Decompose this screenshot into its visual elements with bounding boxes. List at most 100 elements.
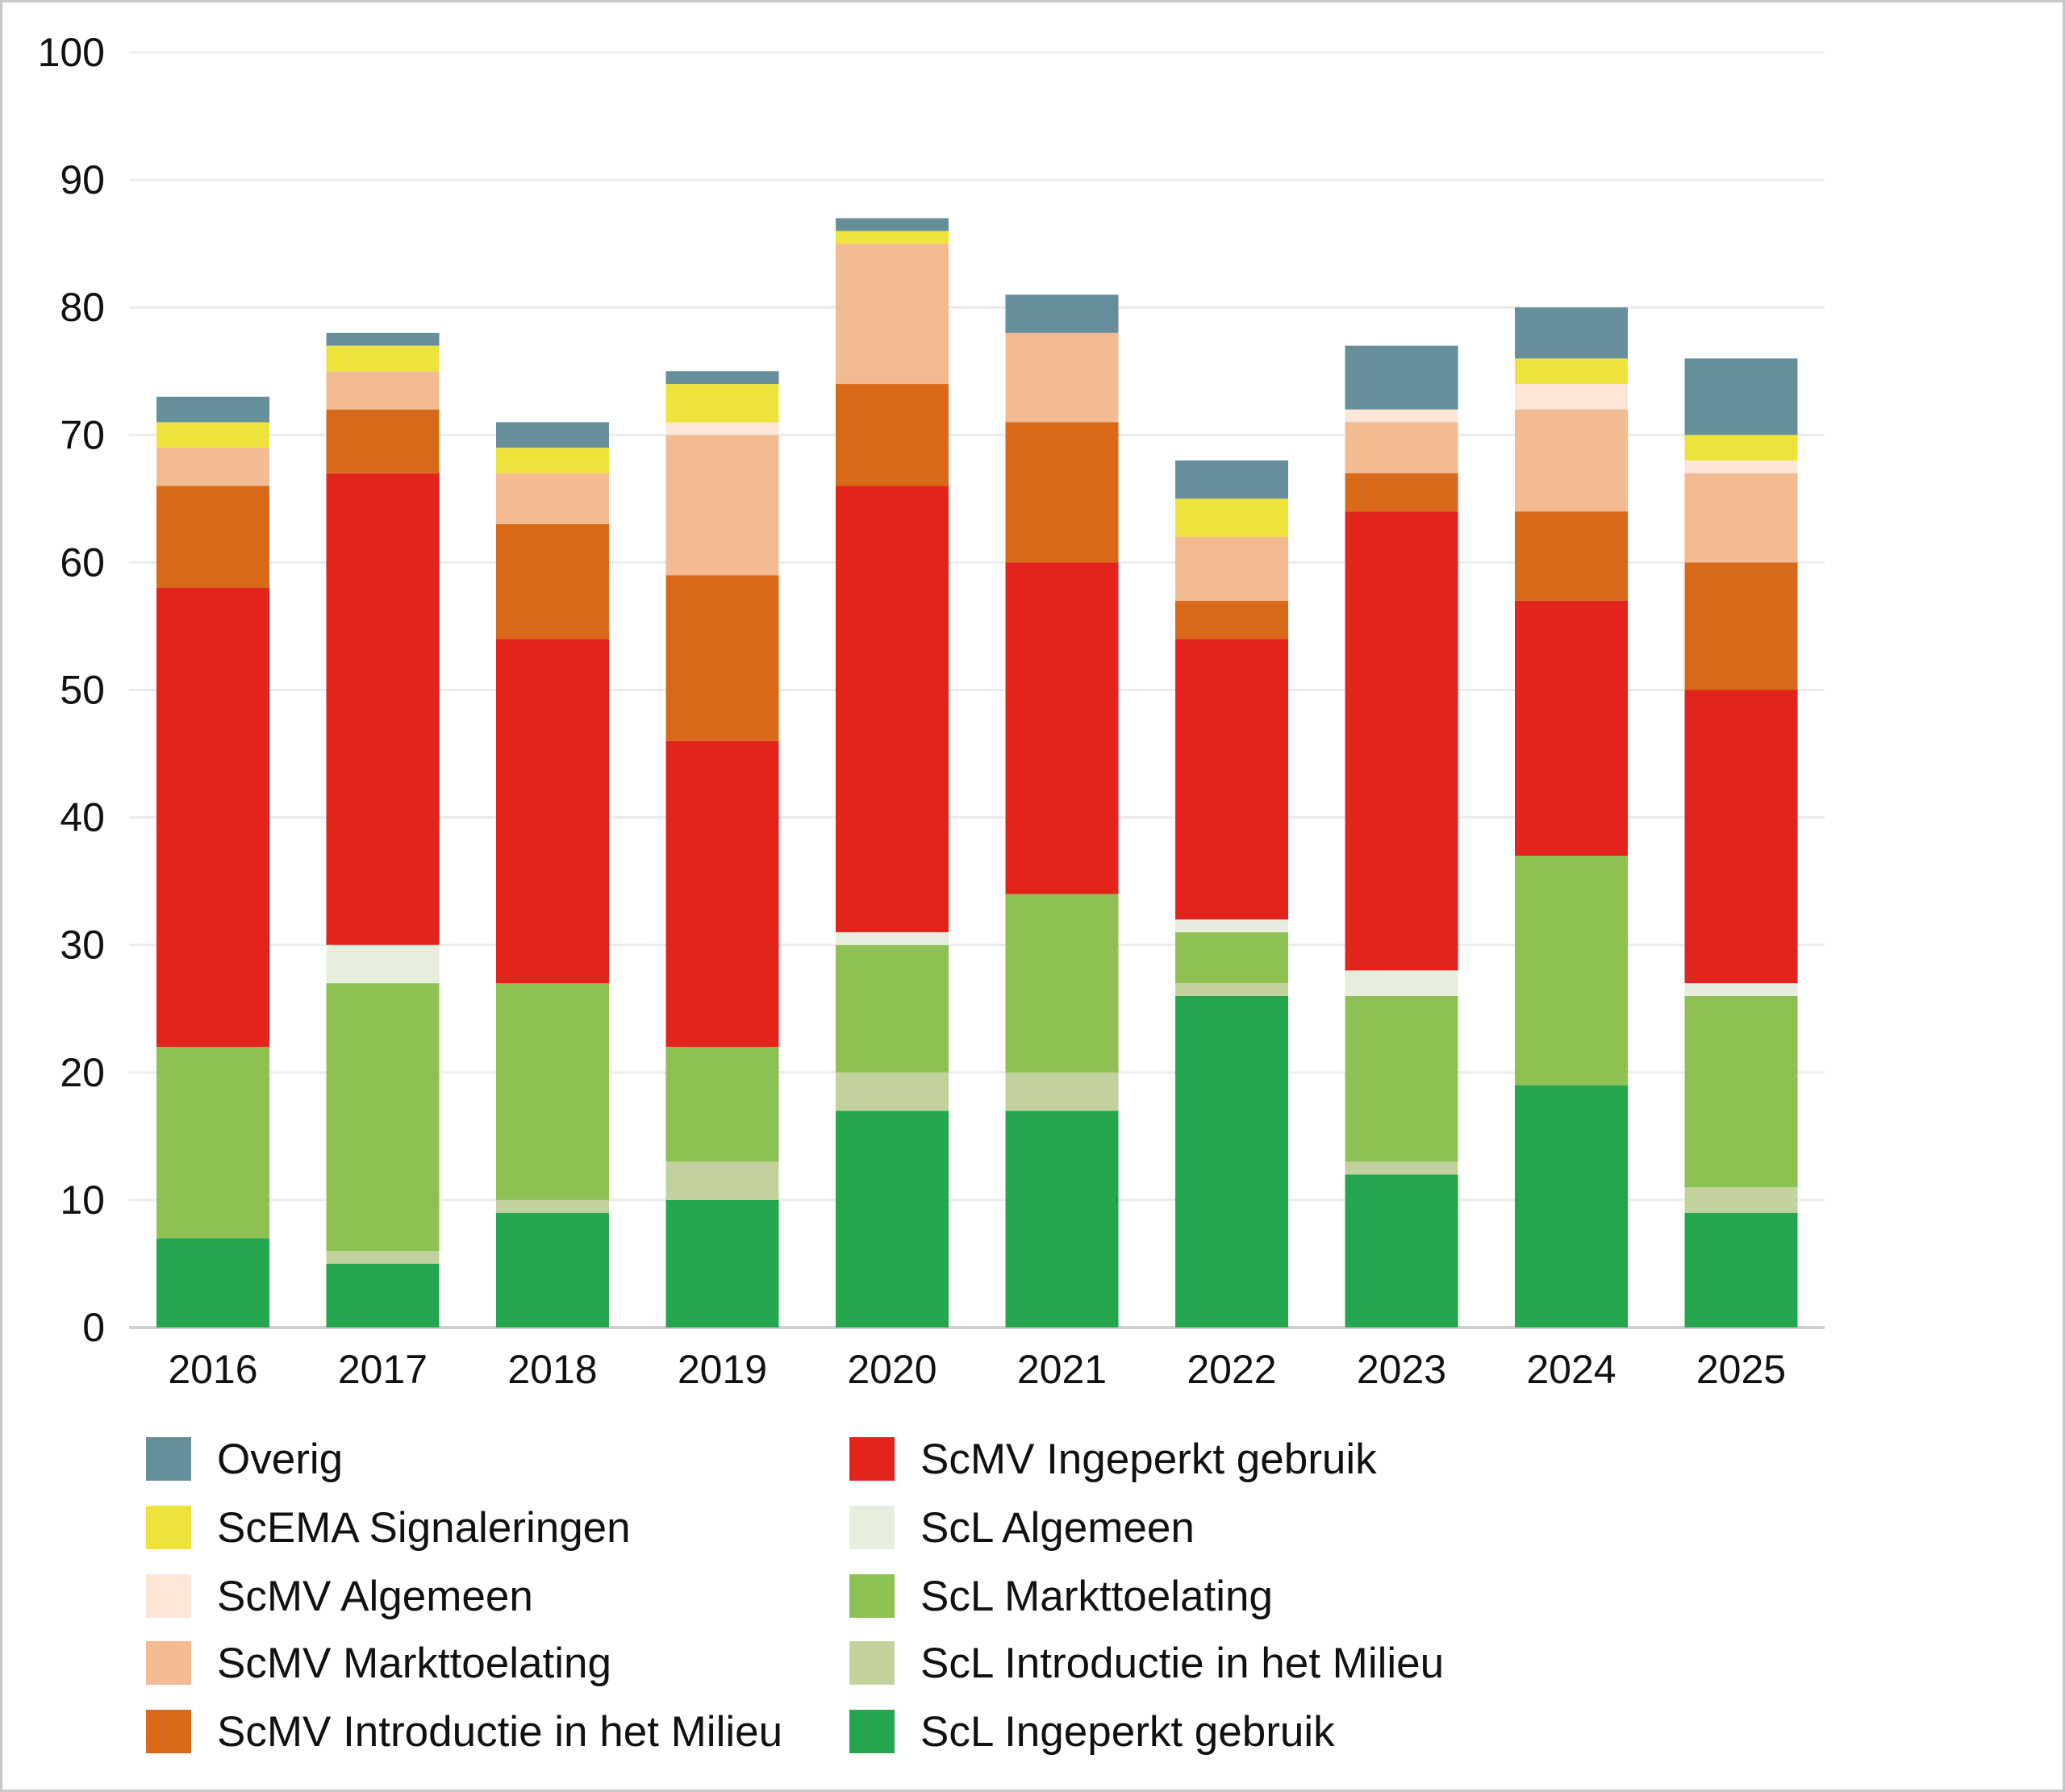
legend-item: ScMV Algemeen [146, 1572, 533, 1620]
legend-swatch [849, 1437, 895, 1481]
bar-segment [1345, 1174, 1458, 1327]
bar-segment [836, 231, 949, 244]
bar-segment [496, 639, 609, 984]
bar-segment [326, 983, 440, 1252]
bar-segment [665, 435, 779, 576]
bar-segment [496, 473, 609, 524]
bar-segment [836, 1072, 949, 1111]
legend-swatch [849, 1574, 895, 1618]
x-tick-label: 2018 [507, 1347, 597, 1392]
bar-segment [326, 345, 440, 372]
legend-swatch [849, 1641, 895, 1685]
legend-label: ScL Ingeperkt gebruik [920, 1707, 1335, 1756]
bar-segment [665, 740, 779, 1048]
bar-segment [1515, 384, 1628, 410]
y-tick-label: 80 [60, 285, 105, 330]
bar-segment [665, 371, 779, 385]
bar-segment [156, 588, 269, 1048]
bar-segment [665, 384, 779, 423]
bar-segment [665, 575, 779, 741]
bar-segment [836, 944, 949, 1073]
bar-segment [156, 1047, 269, 1239]
bar-segment [1175, 931, 1288, 984]
bar-segment [326, 409, 440, 473]
legend-label: ScEMA Signaleringen [217, 1503, 631, 1552]
y-tick-label: 90 [60, 157, 105, 202]
bar-segment [156, 422, 269, 448]
bar-segment [496, 983, 609, 1200]
bar-segment [1175, 995, 1288, 1327]
legend-item: ScL Introductie in het Milieu [849, 1639, 1444, 1687]
bar-segment [836, 218, 949, 231]
bar-segment [496, 1199, 609, 1213]
legend-swatch [146, 1641, 191, 1685]
legend-label: ScMV Ingeperkt gebruik [920, 1435, 1377, 1483]
bar-segment [1005, 332, 1119, 423]
bar-segment [665, 1047, 779, 1162]
bar-segment [1175, 919, 1288, 932]
legend-swatch [849, 1506, 895, 1549]
bar-segment [1515, 856, 1628, 1086]
legend-label: Overig [217, 1435, 344, 1483]
legend-label: ScL Introductie in het Milieu [920, 1639, 1445, 1687]
bar-segment [1345, 345, 1458, 410]
legend-label: ScMV Algemeen [217, 1572, 533, 1620]
legend-item: ScMV Markttoelating [146, 1639, 611, 1687]
legend-swatch [849, 1710, 895, 1753]
y-tick-label: 50 [60, 668, 105, 713]
bar-segment [836, 244, 949, 385]
bar-segment [326, 1251, 440, 1264]
bar-segment [836, 931, 949, 945]
y-tick-label: 10 [60, 1177, 105, 1223]
bar-segment [1515, 307, 1628, 359]
bar-segment [1684, 473, 1798, 563]
legend-item: Overig [146, 1435, 343, 1483]
legend-item: ScL Markttoelating [849, 1572, 1273, 1620]
bar-segment [326, 371, 440, 410]
bar-segment [1175, 460, 1288, 499]
bar-segment [836, 486, 949, 932]
x-tick-label: 2022 [1187, 1347, 1276, 1392]
bar-segment [1684, 983, 1798, 996]
bar-segment [1175, 639, 1288, 920]
bar-segment [665, 422, 779, 435]
bar-segment [1345, 422, 1458, 473]
x-tick-label: 2025 [1696, 1347, 1786, 1392]
bar-segment [326, 473, 440, 945]
bar-segment [665, 1199, 779, 1327]
legend-swatch [146, 1710, 191, 1753]
bar-segment [1345, 995, 1458, 1162]
bar-segment [1684, 1187, 1798, 1213]
bar-segment [156, 448, 269, 486]
bar-segment [1345, 511, 1458, 971]
bar-segment [156, 396, 269, 423]
y-tick-label: 70 [60, 412, 105, 457]
bar-segment [1684, 435, 1798, 461]
bar-segment [1345, 409, 1458, 423]
bar-segment [156, 1238, 269, 1327]
bar-segment [836, 1111, 949, 1327]
x-tick-label: 2017 [338, 1347, 428, 1392]
bar-segment [836, 384, 949, 486]
bar-segment [1515, 358, 1628, 385]
bar-segment [496, 1212, 609, 1327]
bar-segment [326, 944, 440, 984]
bar-segment [496, 422, 609, 448]
legend-item: ScL Algemeen [849, 1503, 1195, 1552]
bar-segment [1515, 1085, 1628, 1327]
legend-label: ScL Algemeen [920, 1503, 1195, 1552]
y-tick-label: 20 [60, 1050, 105, 1095]
x-tick-label: 2020 [847, 1347, 937, 1392]
y-tick-label: 30 [60, 923, 105, 968]
legend-label: ScMV Markttoelating [217, 1639, 611, 1687]
x-tick-label: 2019 [678, 1347, 767, 1392]
bar-segment [1005, 894, 1119, 1073]
legend-swatch [146, 1506, 191, 1549]
bar-segment [665, 1161, 779, 1200]
bar-segment [1005, 1111, 1119, 1327]
bar-segment [1005, 422, 1119, 563]
legend-swatch [146, 1437, 191, 1481]
bar-segment [156, 486, 269, 589]
x-tick-label: 2016 [168, 1347, 257, 1392]
